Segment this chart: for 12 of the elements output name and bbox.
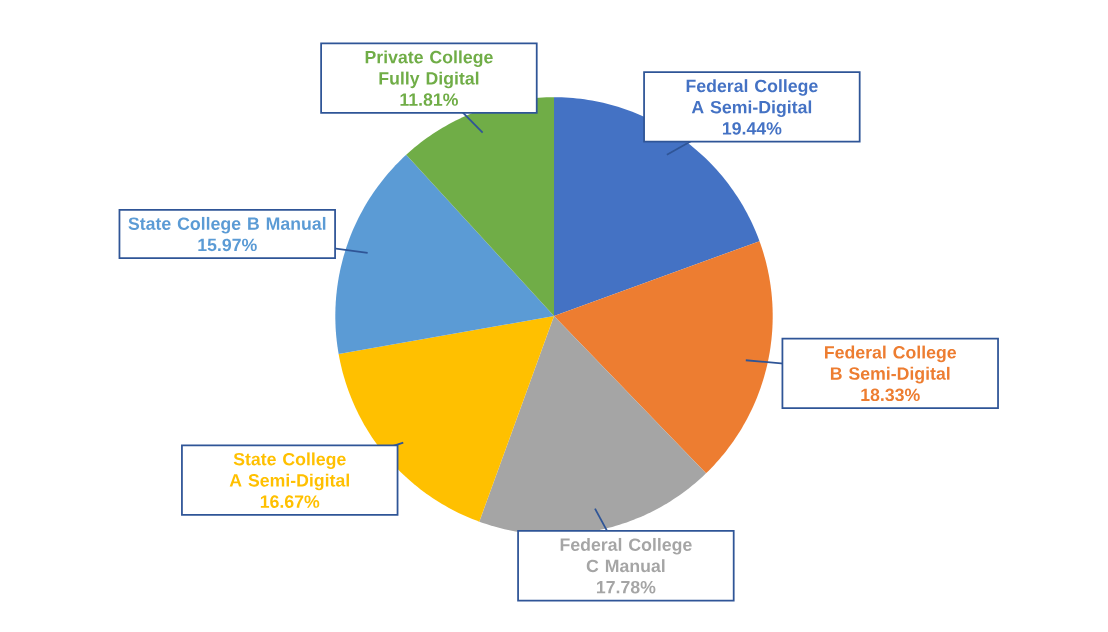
data-label: 16.67% xyxy=(260,495,320,508)
slice-label: State College B Manual xyxy=(128,216,326,234)
slice-label: Federal College C Manual xyxy=(560,537,692,573)
slice-label: State College A Semi-Digital xyxy=(229,452,349,491)
slice-label: Federal College B Semi-Digital xyxy=(825,345,957,384)
slice-label: Private College Fully Digital xyxy=(365,50,493,89)
slice-label: Federal College A Semi-Digital xyxy=(686,79,818,117)
data-label: 19.44% xyxy=(722,122,782,135)
data-label: 17.78% xyxy=(596,580,656,594)
data-label: 18.33% xyxy=(861,388,920,402)
data-label: 11.81% xyxy=(400,93,458,106)
data-label: 15.97% xyxy=(198,238,257,252)
